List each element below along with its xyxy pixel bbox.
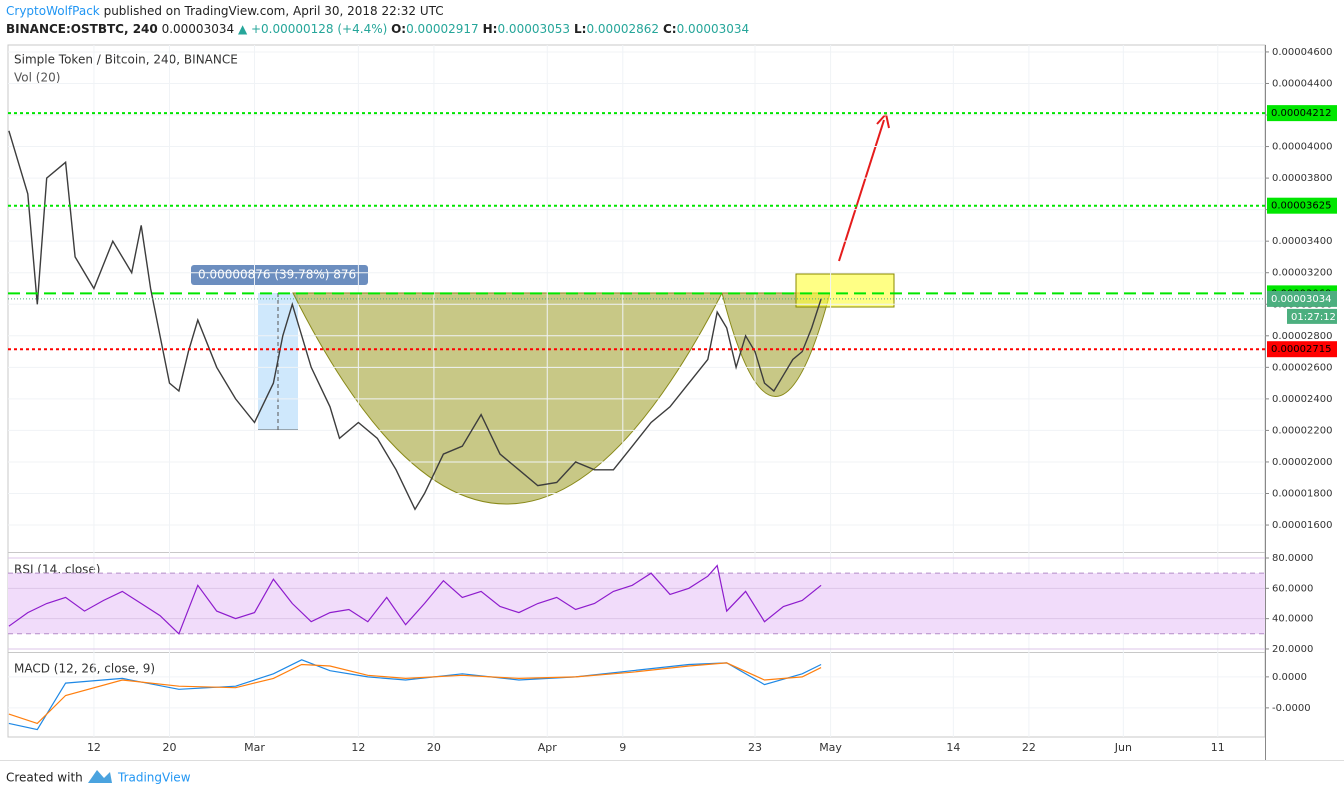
countdown-badge xyxy=(1287,308,1337,324)
ohlc-value: 0.00003053 xyxy=(497,22,571,36)
x-tick-label: 14 xyxy=(946,741,960,754)
level-badge xyxy=(1267,197,1337,214)
x-tick-label: 23 xyxy=(748,741,762,754)
countdown: 01:27:12 xyxy=(1291,312,1336,323)
level-label: 0.00003625 xyxy=(1271,201,1331,212)
y-tick-label: 0.00004600 xyxy=(1272,47,1332,58)
x-tick-label: 9 xyxy=(619,741,626,754)
arrow-head xyxy=(876,111,890,129)
header-line-1: CryptoWolfPack published on TradingView.… xyxy=(6,4,444,18)
measure-box xyxy=(258,293,298,430)
y-tick-label: 0.00003600 xyxy=(1272,205,1332,216)
ohlc-key: O: xyxy=(391,22,407,36)
y-tick-label: 0.00002800 xyxy=(1272,331,1332,342)
y-tick-label: 0.0000 xyxy=(1272,672,1307,683)
y-tick-label: 0.00001800 xyxy=(1272,488,1332,499)
cup xyxy=(292,292,723,505)
target-arrow xyxy=(838,119,885,262)
y-tick-label: 0.00001600 xyxy=(1272,520,1332,531)
y-tick-label: 0.00004000 xyxy=(1272,142,1332,153)
y-tick-label: 0.00002600 xyxy=(1272,362,1332,373)
y-tick-label: 0.00002000 xyxy=(1272,457,1332,468)
change: ▲ +0.00000128 (+4.4%) xyxy=(237,22,388,36)
x-tick-label: 11 xyxy=(1211,741,1225,754)
panel-title: RSI (14, close) xyxy=(14,563,100,577)
series-line xyxy=(8,659,822,731)
x-tick-label: 20 xyxy=(162,741,176,754)
x-tick-label: 12 xyxy=(87,741,101,754)
y-tick-label: 0.00003400 xyxy=(1272,236,1332,247)
y-tick-label: 20.0000 xyxy=(1272,644,1313,655)
rsi-band xyxy=(8,573,1265,634)
annotation-box xyxy=(191,265,368,285)
y-tick-label: 80.0000 xyxy=(1272,553,1313,564)
x-tick-label: 12 xyxy=(351,741,365,754)
brand[interactable]: TradingView xyxy=(117,771,191,785)
panel-title: Simple Token / Bitcoin, 240, BINANCE xyxy=(14,53,238,67)
annotation: 0.00000876 (39.78%) 876 xyxy=(198,268,356,282)
series-line xyxy=(8,564,822,635)
panel-title: MACD (12, 26, close, 9) xyxy=(14,662,155,676)
y-tick-label: -0.0000 xyxy=(1272,703,1311,714)
ohlc: O:0.00002917 H:0.00003053 L:0.00002862 C:0.… xyxy=(391,22,753,36)
breakout-box xyxy=(795,273,895,308)
y-tick-label: 0.00003800 xyxy=(1272,173,1332,184)
header-line-2: BINANCE:OSTBTC, 240 0.00003034 ▲ +0.0000… xyxy=(6,22,753,36)
series-line xyxy=(8,130,822,511)
frame xyxy=(7,44,1266,738)
level-badge xyxy=(1267,285,1337,302)
level-badge xyxy=(1267,105,1337,122)
y-tick-label: 0.00004200 xyxy=(1272,110,1332,121)
y-tick-label: 0.00004400 xyxy=(1272,78,1332,89)
y-tick-label: 0.00003200 xyxy=(1272,268,1332,279)
ohlc-key: H: xyxy=(482,22,498,36)
y-tick-label: 0.00003000 xyxy=(1272,299,1332,310)
x-tick-label: Mar xyxy=(244,741,265,754)
y-tick-label: 40.0000 xyxy=(1272,614,1313,625)
level-badge xyxy=(1267,290,1337,307)
level-label: 0.00002715 xyxy=(1271,344,1331,355)
created-with: Created with xyxy=(6,771,83,785)
series-line xyxy=(8,662,822,725)
y-tick-label: 0.00002200 xyxy=(1272,425,1332,436)
y-tick-label: 60.0000 xyxy=(1272,583,1313,594)
ohlc-key: L: xyxy=(574,22,587,36)
published: published on TradingView.com, April 30, … xyxy=(103,4,444,18)
cup-handle xyxy=(721,292,831,397)
ohlc-value: 0.00002862 xyxy=(586,22,659,36)
level-label: 0.00003069 xyxy=(1271,288,1331,299)
brand-logo xyxy=(88,770,112,783)
panel-subtitle: Vol (20) xyxy=(14,71,60,85)
last-price: 0.00003034 xyxy=(161,22,235,36)
x-tick-label: Apr xyxy=(538,741,558,754)
x-tick-label: 22 xyxy=(1022,741,1036,754)
author[interactable]: CryptoWolfPack xyxy=(6,4,100,18)
x-tick-label: May xyxy=(819,741,842,754)
level-label: 0.00004212 xyxy=(1271,108,1331,119)
y-tick-label: 0.00002400 xyxy=(1272,394,1332,405)
symbol: BINANCE:OSTBTC, 240 xyxy=(6,22,158,36)
x-tick-label: 20 xyxy=(427,741,441,754)
ohlc-key: C: xyxy=(663,22,677,36)
ohlc-value: 0.00003034 xyxy=(676,22,750,36)
ohlc-value: 0.00002917 xyxy=(406,22,479,36)
level-label: 0.00003034 xyxy=(1271,294,1331,305)
x-tick-label: Jun xyxy=(1114,741,1132,754)
level-badge xyxy=(1267,341,1337,358)
